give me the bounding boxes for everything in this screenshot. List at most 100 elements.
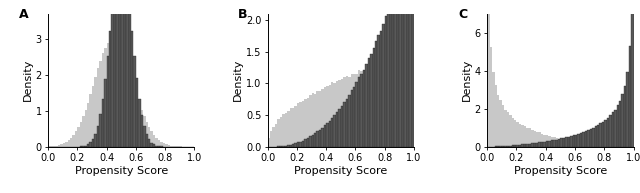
Bar [165, 144, 168, 147]
Bar [328, 120, 331, 147]
Bar [277, 119, 280, 147]
Bar [541, 142, 543, 147]
Bar [404, 0, 406, 147]
Bar [363, 70, 365, 147]
Bar [372, 48, 375, 147]
Bar [616, 106, 619, 147]
Bar [297, 142, 300, 147]
Bar [553, 140, 556, 147]
Bar [319, 91, 321, 147]
Bar [141, 110, 143, 147]
Bar [589, 144, 592, 147]
Bar [380, 31, 382, 147]
Bar [577, 142, 580, 147]
Y-axis label: Density: Density [462, 59, 472, 101]
Bar [592, 144, 595, 147]
Bar [531, 143, 534, 147]
Bar [378, 35, 380, 147]
Bar [321, 89, 324, 147]
Bar [65, 142, 68, 147]
Bar [543, 135, 546, 147]
Bar [99, 61, 102, 147]
Bar [289, 108, 292, 147]
Bar [616, 146, 619, 147]
Bar [621, 146, 624, 147]
X-axis label: Propensity Score: Propensity Score [294, 166, 387, 176]
Bar [326, 86, 328, 147]
Bar [404, 53, 406, 147]
Bar [131, 77, 133, 147]
Bar [353, 74, 355, 147]
Bar [387, 60, 390, 147]
Bar [568, 137, 570, 147]
Bar [304, 99, 307, 147]
Bar [602, 145, 604, 147]
Bar [160, 142, 163, 147]
Bar [492, 72, 495, 147]
Bar [580, 133, 582, 147]
Bar [519, 124, 522, 147]
Bar [270, 131, 273, 147]
Bar [511, 145, 514, 147]
Bar [102, 53, 104, 147]
Bar [627, 72, 628, 147]
Bar [409, 52, 412, 147]
Bar [163, 143, 165, 147]
Bar [360, 71, 363, 147]
Bar [104, 79, 107, 147]
Bar [358, 70, 360, 147]
Bar [392, 0, 394, 147]
Bar [390, 60, 392, 147]
Bar [68, 140, 70, 147]
Bar [570, 136, 573, 147]
Bar [75, 131, 77, 147]
Bar [375, 64, 378, 147]
Bar [336, 113, 339, 147]
Bar [631, 0, 634, 147]
Bar [129, 4, 131, 147]
Bar [294, 106, 297, 147]
Bar [397, 58, 399, 147]
Bar [346, 76, 348, 147]
Bar [333, 115, 336, 147]
Bar [526, 128, 529, 147]
Bar [333, 83, 336, 147]
Bar [300, 102, 302, 147]
Bar [302, 141, 304, 147]
Bar [111, 36, 114, 147]
Bar [119, 0, 121, 147]
Bar [495, 85, 497, 147]
Bar [316, 91, 319, 147]
Bar [309, 95, 312, 147]
Bar [280, 146, 282, 147]
Bar [314, 94, 316, 147]
Bar [604, 120, 607, 147]
Bar [297, 103, 300, 147]
Bar [309, 136, 312, 147]
X-axis label: Propensity Score: Propensity Score [514, 166, 607, 176]
Bar [504, 146, 507, 147]
Bar [406, 53, 409, 147]
Bar [370, 67, 372, 147]
Y-axis label: Density: Density [23, 59, 33, 101]
Bar [341, 79, 343, 147]
Bar [60, 144, 63, 147]
Bar [524, 126, 526, 147]
Bar [84, 146, 87, 147]
Bar [351, 74, 353, 147]
Bar [104, 48, 107, 147]
Bar [292, 144, 294, 147]
Bar [282, 114, 285, 147]
Bar [570, 141, 573, 147]
Bar [353, 87, 355, 147]
Bar [90, 94, 92, 147]
Bar [90, 142, 92, 147]
Bar [619, 146, 621, 147]
Bar [370, 54, 372, 147]
Bar [514, 120, 516, 147]
Bar [148, 139, 150, 147]
Bar [382, 62, 385, 147]
Bar [143, 116, 146, 147]
Bar [504, 110, 507, 147]
Bar [77, 127, 80, 147]
